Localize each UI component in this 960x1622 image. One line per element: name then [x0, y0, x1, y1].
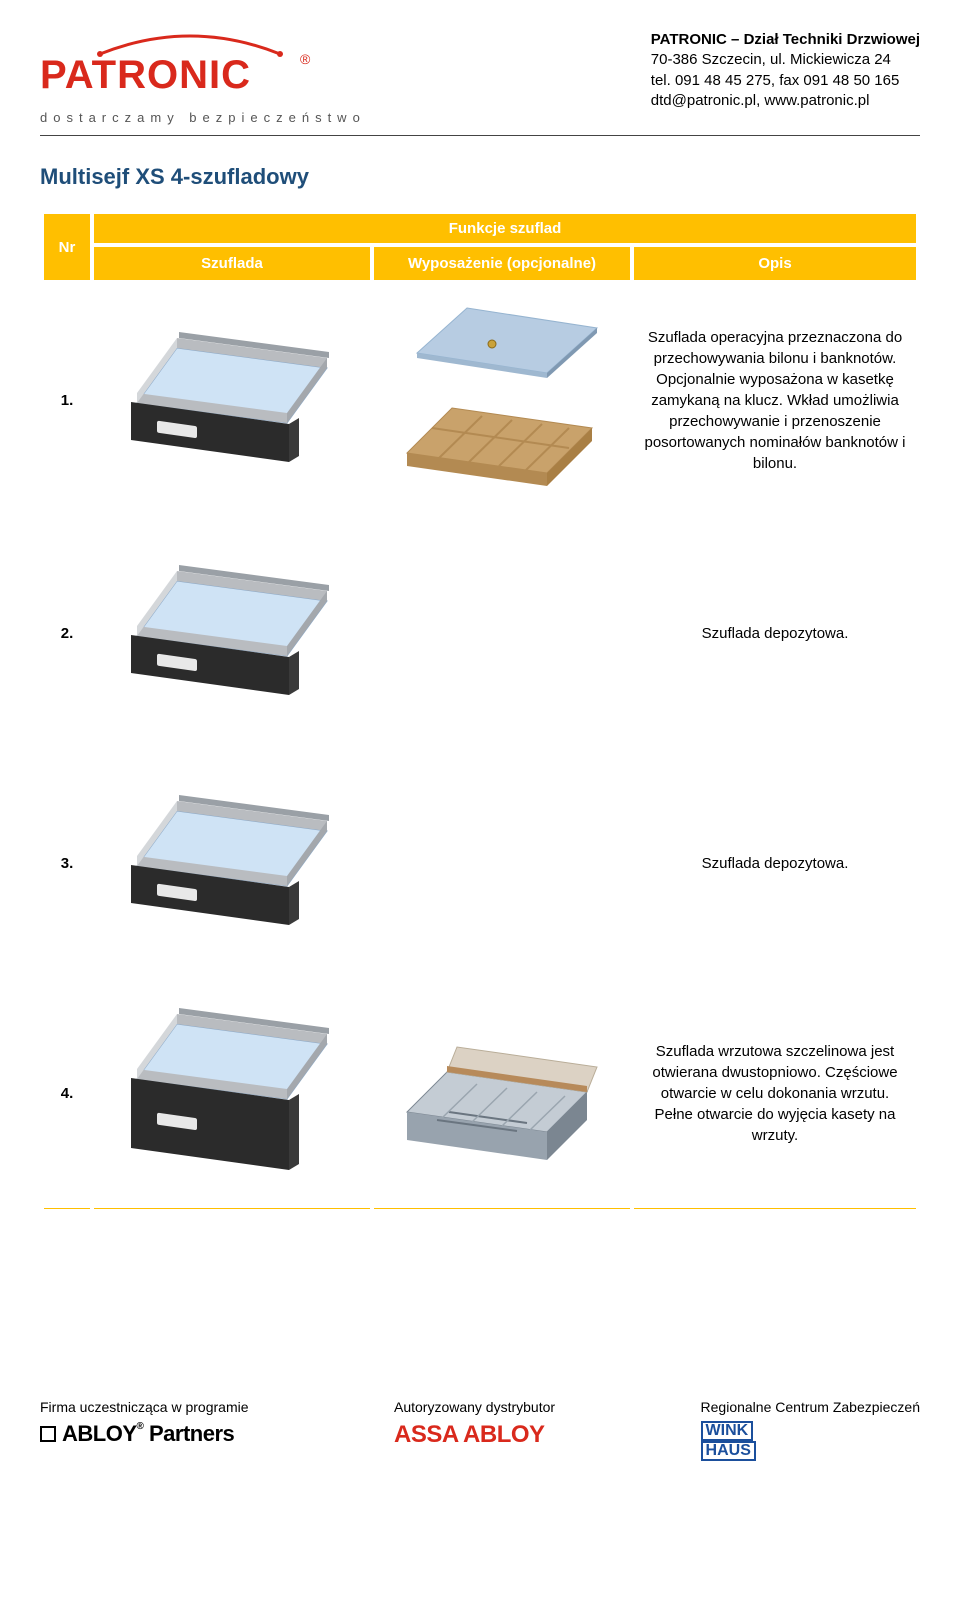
brand-name: PATRONIC — [40, 53, 251, 97]
row-number: 1. — [42, 282, 92, 518]
footer-label-1: Firma uczestnicząca w programie — [40, 1399, 249, 1415]
footer-col-1: Firma uczestnicząca w programie ABLOY® P… — [40, 1399, 249, 1447]
brand-tagline: dostarczamy bezpieczeństwo — [40, 110, 366, 125]
winkhaus-logo: WINK HAUS — [701, 1421, 920, 1461]
page-footer: Firma uczestnicząca w programie ABLOY® P… — [40, 1399, 920, 1461]
description-cell: Szuflada depozytowa. — [632, 518, 918, 748]
col-header-group: Funkcje szuflad — [92, 212, 918, 245]
drawer-image-cell — [92, 978, 372, 1208]
svg-text:®: ® — [300, 51, 311, 67]
header-divider — [40, 135, 920, 136]
optional-equipment-cell — [372, 748, 632, 978]
phone-line: tel. 091 48 45 275, fax 091 48 50 165 — [651, 71, 920, 91]
assa-abloy-logo: ASSA ABLOY — [394, 1421, 555, 1449]
drawers-table: Nr Funkcje szuflad Szuflada Wyposażenie … — [40, 210, 920, 1209]
page-header: PATRONIC ® dostarczamy bezpieczeństwo PA… — [40, 30, 920, 125]
col-header-option: Wyposażenie (opcjonalne) — [372, 245, 632, 282]
drawer-image-cell — [92, 748, 372, 978]
footer-col-3: Regionalne Centrum Zabezpieczeń WINK HAU… — [701, 1399, 920, 1461]
col-header-drawer: Szuflada — [92, 245, 372, 282]
table-row: 4. Szuflada wrzutowa szczelinowa jest ot… — [42, 978, 918, 1208]
row-number: 4. — [42, 978, 92, 1208]
optional-equipment-cell — [372, 978, 632, 1208]
drawer-image-cell — [92, 282, 372, 518]
table-row: 2. Szuflada depozytowa. — [42, 518, 918, 748]
dept-name: PATRONIC – Dział Techniki Drzwiowej — [651, 30, 920, 50]
col-header-nr: Nr — [42, 212, 92, 282]
optional-equipment-cell — [372, 518, 632, 748]
description-cell: Szuflada wrzutowa szczelinowa jest otwie… — [632, 978, 918, 1208]
patronic-logo: PATRONIC ® — [40, 30, 340, 108]
footer-col-2: Autoryzowany dystrybutor ASSA ABLOY — [394, 1399, 555, 1449]
brand-logo-block: PATRONIC ® dostarczamy bezpieczeństwo — [40, 30, 366, 125]
footer-label-3: Regionalne Centrum Zabezpieczeń — [701, 1399, 920, 1415]
drawer-image-cell — [92, 518, 372, 748]
abloy-partners-logo: ABLOY® Partners — [40, 1421, 249, 1447]
table-row: 1. Szuflada operacyjna przeznaczona do p… — [42, 282, 918, 518]
address-line: 70-386 Szczecin, ul. Mickiewicza 24 — [651, 50, 920, 70]
optional-equipment-cell — [372, 282, 632, 518]
description-cell: Szuflada depozytowa. — [632, 748, 918, 978]
email-web-line: dtd@patronic.pl, www.patronic.pl — [651, 91, 920, 111]
col-header-desc: Opis — [632, 245, 918, 282]
row-number: 2. — [42, 518, 92, 748]
row-number: 3. — [42, 748, 92, 978]
description-cell: Szuflada operacyjna przeznaczona do prze… — [632, 282, 918, 518]
table-row: 3. Szuflada depozytowa. — [42, 748, 918, 978]
company-contact-block: PATRONIC – Dział Techniki Drzwiowej 70-3… — [651, 30, 920, 111]
document-title: Multisejf XS 4-szufladowy — [40, 164, 920, 190]
footer-label-2: Autoryzowany dystrybutor — [394, 1399, 555, 1415]
